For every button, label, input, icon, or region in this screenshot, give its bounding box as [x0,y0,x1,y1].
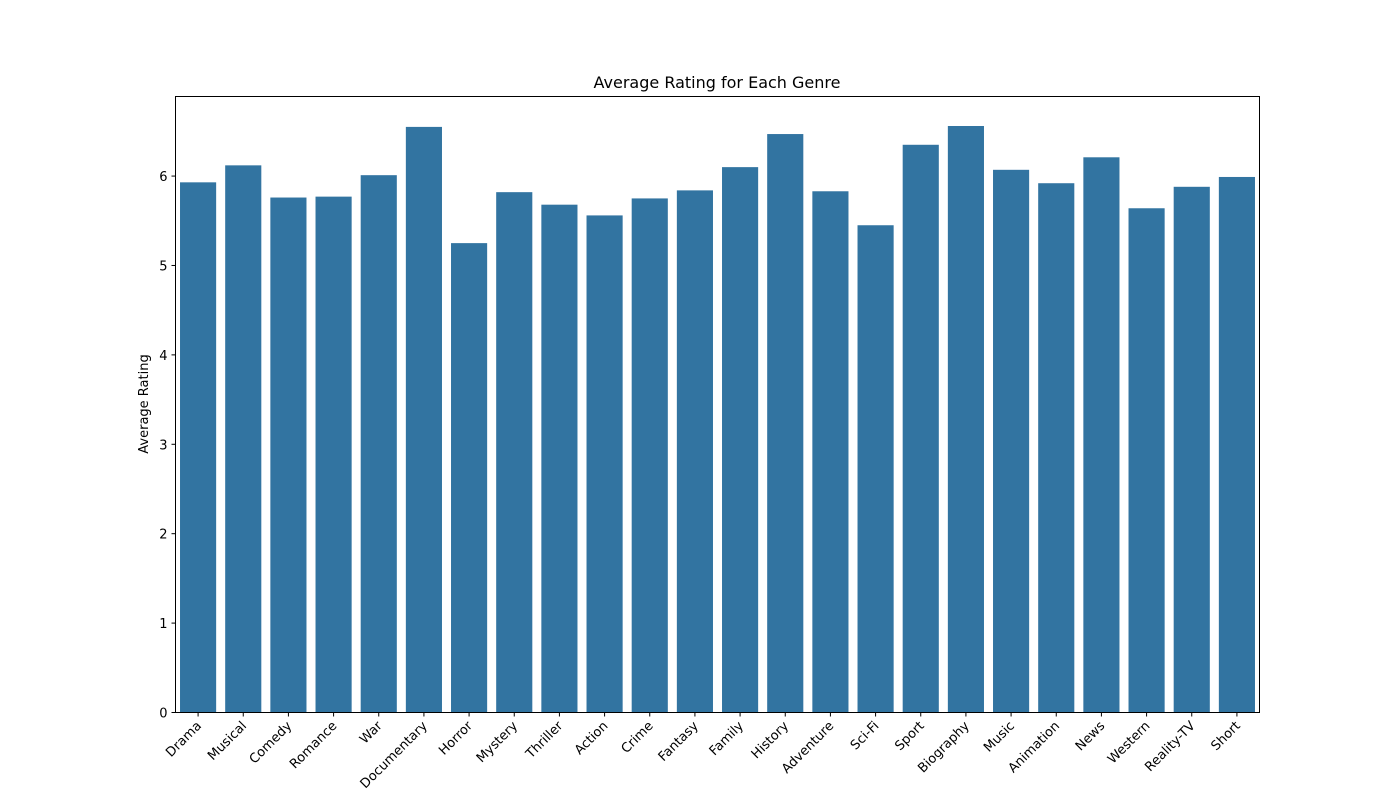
x-tick-label: War [357,718,386,747]
y-tick-label: 3 [159,438,167,453]
bar-sci-fi [857,225,894,713]
bar-romance [315,196,352,713]
x-tick-label: Short [1208,719,1243,754]
x-tick-label: Drama [163,719,205,761]
bar-action [586,215,623,713]
y-tick-label: 6 [159,170,167,185]
y-tick-label: 4 [159,349,167,364]
y-tick-label: 5 [159,259,167,274]
x-tick-label: Fantasy [656,719,702,765]
bar-short [1218,176,1255,713]
y-tick-label: 2 [159,528,167,543]
bar-family [722,167,759,713]
bar-sport [902,144,939,713]
bar-documentary [405,126,442,713]
x-tick-label: Family [707,719,747,759]
bar-comedy [270,197,307,713]
bar-western [1128,208,1165,713]
x-tick-label: Horror [436,718,476,758]
bar-reality-tv [1173,186,1210,713]
bar-animation [1038,183,1075,713]
bar-biography [947,126,984,713]
bar-adventure [812,191,849,713]
x-tick-label: Romance [287,719,340,772]
chart-title: Average Rating for Each Genre [594,73,841,92]
x-tick-label: News [1073,719,1109,755]
bar-fantasy [676,190,713,713]
y-tick-label: 0 [159,707,167,722]
bars-group [180,126,1255,713]
bar-music [993,169,1030,713]
y-tick-label: 1 [159,617,167,632]
x-tick-label: Music [981,719,1018,756]
y-axis-label: Average Rating [137,354,152,453]
x-tick-label: Thriller [523,718,567,762]
bar-history [767,134,804,713]
bar-mystery [496,192,533,713]
bar-drama [180,182,217,713]
x-tick-label: Sci-Fi [848,719,883,754]
bar-horror [451,243,488,713]
bar-thriller [541,204,578,713]
bar-news [1083,157,1120,713]
x-tick-label: Crime [619,719,657,757]
plot-frame [175,96,1260,713]
bar-war [360,175,397,713]
x-tick-label: Sport [892,719,927,754]
x-tick-label: Mystery [474,719,521,766]
x-tick-label: Action [572,719,611,758]
x-tick-label: Musical [205,719,250,764]
bar-crime [631,198,668,713]
bar-musical [225,165,262,713]
y-axis: 0 1 2 3 4 5 6 [159,170,176,722]
x-tick-label: History [749,719,793,763]
